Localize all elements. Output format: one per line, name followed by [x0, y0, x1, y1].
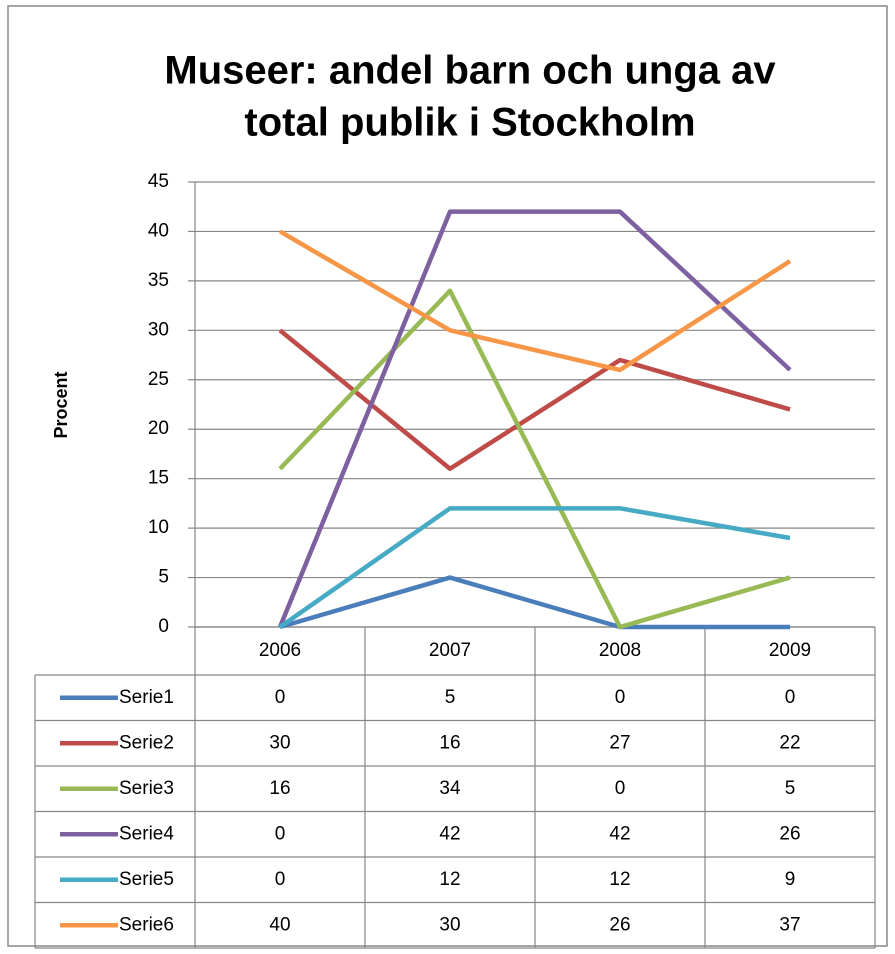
y-tick-label: 20 — [148, 418, 169, 439]
table-value: 0 — [615, 778, 626, 799]
x-tick-label: 2009 — [769, 640, 811, 661]
series-line — [277, 209, 792, 628]
legend-label: Serie3 — [119, 778, 174, 799]
x-tick-label: 2008 — [599, 640, 641, 661]
table-value: 0 — [275, 823, 286, 844]
table-value: 12 — [439, 869, 460, 890]
y-axis-label: Procent — [51, 371, 71, 438]
legend-label: Serie6 — [119, 914, 174, 935]
y-tick-label: 30 — [148, 319, 169, 340]
series-line — [278, 229, 792, 373]
y-tick-label: 25 — [148, 369, 169, 390]
y-tick-label: 0 — [158, 616, 169, 637]
table-value: 30 — [439, 914, 460, 935]
table-value: 16 — [439, 732, 460, 753]
series-line — [279, 575, 790, 630]
chart-border — [7, 5, 888, 947]
y-tick-label: 35 — [148, 270, 169, 291]
y-tick-label: 45 — [148, 171, 169, 192]
legend-label: Serie2 — [119, 732, 174, 753]
chart-title: Museer: andel barn och unga av — [164, 49, 776, 93]
table-value: 40 — [269, 914, 290, 935]
table-value: 0 — [275, 869, 286, 890]
series-line — [278, 328, 791, 472]
legend-label: Serie5 — [119, 869, 174, 890]
y-tick-label: 15 — [148, 468, 169, 489]
table-value: 30 — [269, 732, 290, 753]
table-value: 0 — [785, 687, 796, 708]
table-value: 42 — [439, 823, 460, 844]
chart-title: total publik i Stockholm — [244, 101, 695, 145]
table-value: 22 — [779, 732, 800, 753]
y-tick-label: 5 — [158, 567, 169, 588]
table-value: 5 — [445, 687, 456, 708]
series-line — [278, 506, 791, 629]
series-line — [278, 288, 791, 630]
table-value: 5 — [785, 778, 796, 799]
table-value: 42 — [609, 823, 630, 844]
table-value: 26 — [609, 914, 630, 935]
legend-label: Serie1 — [119, 687, 174, 708]
table-value: 0 — [275, 687, 286, 708]
x-tick-label: 2007 — [429, 640, 471, 661]
table-value: 26 — [779, 823, 800, 844]
legend-label: Serie4 — [119, 823, 174, 844]
table-value: 9 — [785, 869, 796, 890]
table-value: 16 — [269, 778, 290, 799]
x-tick-label: 2006 — [259, 640, 301, 661]
y-tick-label: 40 — [148, 220, 169, 241]
table-value: 0 — [615, 687, 626, 708]
table-value: 37 — [779, 914, 800, 935]
table-value: 12 — [609, 869, 630, 890]
y-tick-label: 10 — [148, 517, 169, 538]
table-value: 27 — [609, 732, 630, 753]
table-value: 34 — [439, 778, 461, 799]
